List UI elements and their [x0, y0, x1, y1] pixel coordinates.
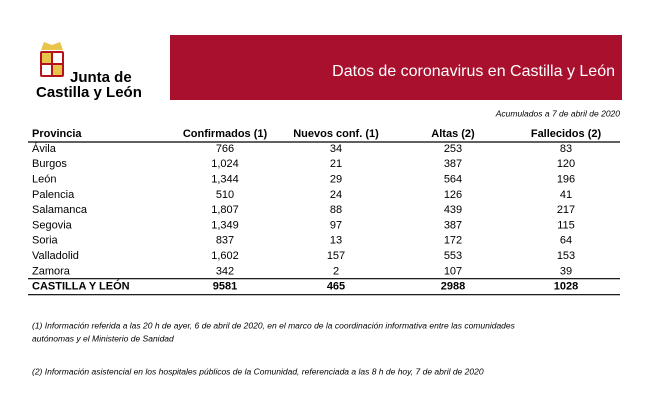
cell: 837: [216, 235, 234, 247]
cell: 2: [333, 265, 339, 277]
cell: 387: [444, 158, 462, 170]
cell: León: [32, 174, 56, 186]
footnote: (1) Información referida a las 20 h de a…: [32, 320, 516, 330]
cell: 64: [560, 235, 572, 247]
column-header: Nuevos conf. (1): [293, 128, 379, 140]
total-cell: 2988: [441, 281, 465, 293]
footnote: (2) Información asistencial en los hospi…: [32, 366, 484, 376]
cell: 41: [560, 189, 572, 201]
cell: Burgos: [32, 158, 67, 170]
cell: Palencia: [32, 189, 75, 201]
logo-line2: Castilla y León: [36, 84, 142, 101]
cell: Segovia: [32, 219, 73, 231]
cell: Ávila: [32, 142, 57, 155]
cell: 196: [557, 174, 575, 186]
cell: 115: [557, 219, 575, 231]
cell: 21: [330, 158, 342, 170]
cell: 1,349: [211, 219, 239, 231]
column-header: Altas (2): [431, 128, 475, 140]
cell: 217: [557, 204, 575, 216]
total-cell: 9581: [213, 281, 237, 293]
cell: 88: [330, 204, 342, 216]
table: Provincia Confirmados (1) Nuevos conf. (1)…: [28, 128, 620, 296]
cell: 766: [216, 143, 234, 155]
cell: 157: [327, 250, 345, 262]
cell: 13: [330, 235, 342, 247]
cell: 153: [557, 250, 575, 262]
total-cell: 465: [327, 281, 345, 293]
column-header: Confirmados (1): [183, 128, 268, 140]
cell: 34: [330, 143, 342, 155]
footnote: autónomas y el Ministerio de Sanidad: [32, 333, 174, 343]
cell: 564: [444, 174, 462, 186]
cell: 120: [557, 158, 575, 170]
cell: 83: [560, 143, 572, 155]
cell: 253: [444, 143, 462, 155]
subtitle: Acumulados a 7 de abril de 2020: [495, 108, 621, 118]
cell: 1,024: [211, 158, 239, 170]
column-header: Fallecidos (2): [531, 128, 602, 140]
cell: 29: [330, 174, 342, 186]
cell: 39: [560, 265, 572, 277]
cell: 24: [330, 189, 342, 201]
cell: Soria: [32, 235, 59, 247]
cell: 439: [444, 204, 462, 216]
cell: 1,807: [211, 204, 239, 216]
cell: 126: [444, 189, 462, 201]
cell: 172: [444, 235, 462, 247]
cell: Salamanca: [32, 204, 88, 216]
cell: 1,602: [211, 250, 239, 262]
cell: 510: [216, 189, 234, 201]
column-header: Provincia: [32, 128, 82, 140]
cell: 342: [216, 265, 234, 277]
cell: 107: [444, 265, 462, 277]
logo-line1: Junta de: [70, 69, 132, 86]
cell: 97: [330, 219, 342, 231]
cell: Zamora: [32, 265, 71, 277]
emblem: [40, 42, 64, 77]
banner-title: Datos de coronavirus en Castilla y León: [332, 63, 615, 80]
cell: 387: [444, 219, 462, 231]
footnotes: (1) Información referida a las 20 h de a…: [32, 320, 516, 376]
cell: 1,344: [211, 174, 239, 186]
cell: 553: [444, 250, 462, 262]
total-cell: 1028: [554, 281, 578, 293]
cell: Valladolid: [32, 250, 79, 262]
banner: [170, 35, 622, 100]
total-cell: CASTILLA Y LEÓN: [32, 280, 130, 293]
